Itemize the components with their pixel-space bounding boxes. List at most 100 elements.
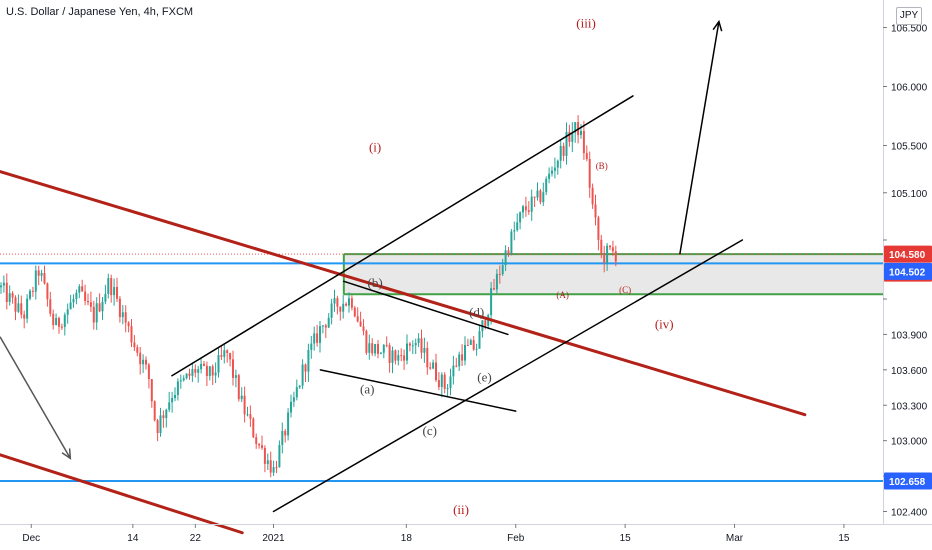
candle-body <box>29 290 31 299</box>
candle-body <box>60 326 63 328</box>
wave-label: (i) <box>369 139 381 154</box>
candle-body <box>350 298 353 308</box>
candle-body <box>324 325 327 328</box>
candle-body <box>321 325 324 327</box>
candle-body <box>484 320 487 326</box>
wave-label: (iii) <box>576 15 596 30</box>
candle-body <box>417 338 420 343</box>
candle-body <box>229 352 232 360</box>
candle-body <box>548 173 551 179</box>
wave-label: (A) <box>556 290 569 300</box>
candle-body <box>565 131 568 156</box>
candle-body <box>568 131 571 142</box>
candle-body <box>23 314 26 319</box>
candle-body <box>403 355 406 361</box>
candle-body <box>110 278 113 296</box>
candle-body <box>40 273 43 276</box>
x-tick-label: 15 <box>838 533 850 544</box>
candle-body <box>582 130 585 154</box>
candle-body <box>156 420 159 434</box>
price-tag <box>884 245 932 263</box>
candle-body <box>43 273 46 284</box>
candle-body <box>237 375 240 400</box>
candle-body <box>304 364 307 372</box>
candle-body <box>408 343 411 346</box>
currency-button[interactable]: JPY <box>896 7 922 25</box>
candle-body <box>458 354 461 367</box>
candle-body <box>478 331 481 349</box>
candle-body <box>121 312 124 318</box>
candle-body <box>174 394 176 398</box>
candle-body <box>611 247 614 252</box>
candle-body <box>432 362 435 369</box>
candle-body <box>539 190 542 203</box>
x-tick-label: 15 <box>620 533 632 544</box>
triangle-upper-line <box>343 280 509 336</box>
candle-body <box>142 359 145 365</box>
candle-body <box>185 373 188 379</box>
candle-body <box>435 362 437 381</box>
candle-body <box>290 401 292 413</box>
candle-body <box>243 395 246 415</box>
candle-body <box>559 145 562 161</box>
candle-body <box>388 345 391 363</box>
candle-body <box>536 190 539 198</box>
candle-body <box>452 365 455 377</box>
candle-body <box>588 159 591 188</box>
candles-layer <box>0 115 617 478</box>
candle-body <box>469 340 472 345</box>
candle-body <box>211 366 214 376</box>
candle-body <box>66 309 69 315</box>
candle-body <box>113 286 116 296</box>
candle-body <box>203 363 205 366</box>
candle-body <box>81 286 84 292</box>
candle-body <box>179 380 182 382</box>
candle-body <box>585 153 588 160</box>
y-tick-label: 103.900 <box>891 330 928 341</box>
y-tick-label: 105.100 <box>891 189 928 200</box>
channel-lower-line <box>272 239 744 513</box>
candle-body <box>261 445 263 448</box>
candle-body <box>220 355 223 357</box>
price-tag-label: 104.580 <box>889 250 926 261</box>
candle-body <box>327 317 330 328</box>
candle-body <box>240 395 243 400</box>
candle-body <box>104 293 107 302</box>
candle-body <box>5 282 8 302</box>
candle-body <box>194 369 197 373</box>
candle-body <box>275 467 278 469</box>
candle-body <box>530 196 533 212</box>
candle-body <box>411 345 414 347</box>
wave-label: (C) <box>619 285 631 295</box>
y-tick-label: 103.600 <box>891 366 928 377</box>
candle-body <box>92 306 95 323</box>
candle-body <box>266 460 269 464</box>
candle-body <box>176 381 179 395</box>
drawings-layer: (i)(ii)(iii)(iv)(v)(B)(A)(C)(a)(b)(c)(d)… <box>0 15 807 535</box>
candle-body <box>446 388 449 390</box>
candle-body <box>87 300 89 303</box>
candle-body <box>400 355 403 357</box>
candle-body <box>310 343 313 350</box>
candle-body <box>342 303 345 312</box>
candle-body <box>501 265 504 275</box>
y-tick-label: 106.000 <box>891 83 928 94</box>
candle-body <box>330 303 333 318</box>
candle-body <box>101 301 104 312</box>
candle-body <box>26 298 29 319</box>
candle-body <box>8 293 11 302</box>
x-tick-label: Dec <box>22 533 40 544</box>
candle-body <box>397 355 400 361</box>
candle-body <box>498 273 501 275</box>
background-layer <box>0 253 883 483</box>
candle-body <box>437 380 440 388</box>
candle-body <box>414 342 417 346</box>
candle-body <box>495 273 498 290</box>
candle-body <box>17 303 20 312</box>
candle-body <box>533 196 536 198</box>
candle-body <box>234 375 237 378</box>
candle-body <box>461 354 464 361</box>
candle-body <box>55 318 58 326</box>
